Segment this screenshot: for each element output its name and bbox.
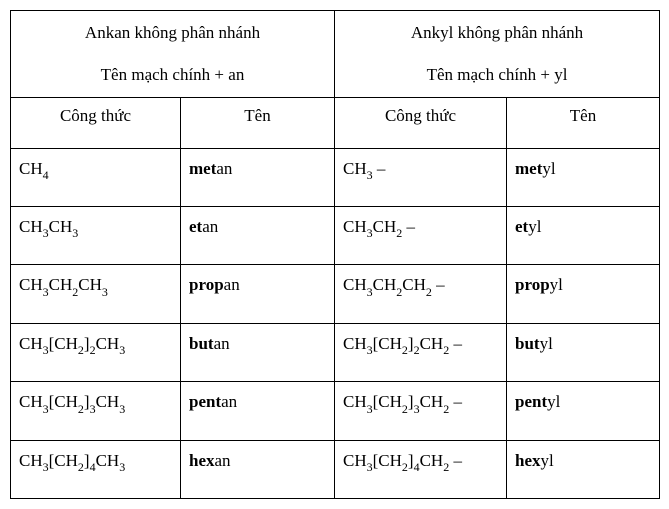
table-row: CH3CH3etanCH3CH2 –etyl — [11, 206, 660, 264]
header-row: Ankan không phân nhánh Tên mạch chính + … — [11, 11, 660, 98]
ankyl-formula: CH3[CH2]2CH2 – — [335, 323, 507, 381]
ankan-formula: CH3[CH2]2CH3 — [11, 323, 181, 381]
header-right-sub: Tên mạch chính + yl — [427, 65, 568, 84]
ankan-name: metan — [181, 148, 335, 206]
ankan-formula: CH3[CH2]4CH3 — [11, 440, 181, 498]
ankyl-name: hexyl — [507, 440, 660, 498]
ankan-formula: CH3CH3 — [11, 206, 181, 264]
ankan-name: pentan — [181, 382, 335, 440]
ankyl-name: metyl — [507, 148, 660, 206]
subheader-col2: Tên — [181, 97, 335, 148]
header-left: Ankan không phân nhánh Tên mạch chính + … — [11, 11, 335, 98]
ankan-formula: CH3[CH2]3CH3 — [11, 382, 181, 440]
ankyl-formula: CH3 – — [335, 148, 507, 206]
ankyl-name: propyl — [507, 265, 660, 323]
ankyl-name: etyl — [507, 206, 660, 264]
table-row: CH3CH2CH3propanCH3CH2CH2 –propyl — [11, 265, 660, 323]
nomenclature-table: Ankan không phân nhánh Tên mạch chính + … — [10, 10, 660, 499]
header-right-title: Ankyl không phân nhánh — [339, 21, 655, 45]
header-right: Ankyl không phân nhánh Tên mạch chính + … — [335, 11, 660, 98]
ankan-formula: CH4 — [11, 148, 181, 206]
subheader-col3: Công thức — [335, 97, 507, 148]
ankyl-formula: CH3[CH2]4CH2 – — [335, 440, 507, 498]
ankan-name: hexan — [181, 440, 335, 498]
ankyl-formula: CH3[CH2]3CH2 – — [335, 382, 507, 440]
header-left-sub: Tên mạch chính + an — [101, 65, 245, 84]
table-row: CH3[CH2]3CH3pentanCH3[CH2]3CH2 –pentyl — [11, 382, 660, 440]
ankyl-name: pentyl — [507, 382, 660, 440]
subheader-col1: Công thức — [11, 97, 181, 148]
subheader-col4: Tên — [507, 97, 660, 148]
ankan-name: etan — [181, 206, 335, 264]
ankyl-name: butyl — [507, 323, 660, 381]
header-left-title: Ankan không phân nhánh — [15, 21, 330, 45]
ankan-name: propan — [181, 265, 335, 323]
table-row: CH3[CH2]4CH3hexanCH3[CH2]4CH2 –hexyl — [11, 440, 660, 498]
table-row: CH3[CH2]2CH3butanCH3[CH2]2CH2 –butyl — [11, 323, 660, 381]
ankan-name: butan — [181, 323, 335, 381]
ankyl-formula: CH3CH2 – — [335, 206, 507, 264]
table-row: CH4metanCH3 –metyl — [11, 148, 660, 206]
subheader-row: Công thức Tên Công thức Tên — [11, 97, 660, 148]
ankyl-formula: CH3CH2CH2 – — [335, 265, 507, 323]
ankan-formula: CH3CH2CH3 — [11, 265, 181, 323]
